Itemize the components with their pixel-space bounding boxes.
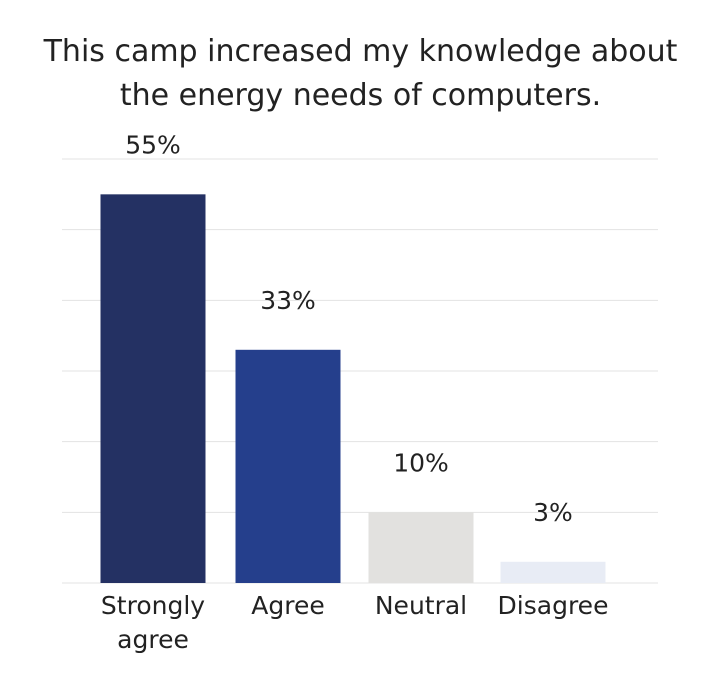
- bar: [235, 349, 341, 583]
- data-label: 33%: [260, 286, 316, 315]
- data-label: 3%: [533, 498, 573, 527]
- value-labels: 55% 33% 10% 3%: [125, 130, 573, 526]
- bar: [500, 561, 606, 583]
- bars: [100, 194, 606, 584]
- x-tick-label: Agree: [251, 591, 324, 620]
- chart-title: This camp increased my knowledge about t…: [0, 30, 721, 118]
- chart-title-line-2: the energy needs of computers.: [119, 78, 602, 113]
- bar: [100, 194, 206, 584]
- x-tick-label: Strongly agree: [101, 591, 205, 654]
- bar: [368, 512, 474, 583]
- data-label: 55%: [125, 130, 181, 159]
- data-label: 10%: [393, 448, 449, 477]
- x-tick-label: Disagree: [498, 591, 609, 620]
- x-tick-labels: Strongly agree Agree Neutral Disagree: [101, 591, 609, 654]
- x-tick-label: Neutral: [375, 591, 467, 620]
- chart-title-line-1: This camp increased my knowledge about: [43, 34, 678, 69]
